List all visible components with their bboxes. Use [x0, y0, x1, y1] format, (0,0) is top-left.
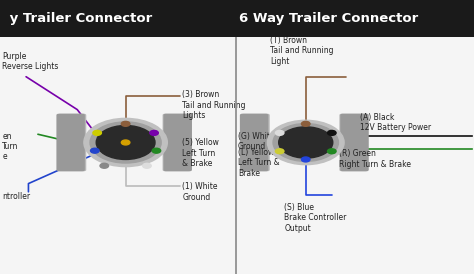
FancyBboxPatch shape	[340, 114, 369, 171]
Circle shape	[121, 140, 130, 145]
Text: 6 Way Trailer Connector: 6 Way Trailer Connector	[239, 12, 419, 25]
Circle shape	[328, 149, 336, 154]
FancyBboxPatch shape	[58, 114, 86, 171]
Text: Purple
Reverse Lights: Purple Reverse Lights	[2, 52, 59, 71]
Bar	[0, 37, 236, 274]
Text: ntroller: ntroller	[2, 192, 30, 201]
FancyBboxPatch shape	[339, 114, 368, 171]
Circle shape	[91, 148, 99, 153]
Circle shape	[273, 124, 338, 161]
Text: (L) Yellow
Left Turn &
Brake: (L) Yellow Left Turn & Brake	[238, 148, 280, 178]
Circle shape	[143, 163, 151, 168]
Bar	[0, 0, 474, 37]
Circle shape	[90, 122, 161, 163]
FancyBboxPatch shape	[56, 114, 85, 171]
Text: (3) Brown
Tail and Running
Lights: (3) Brown Tail and Running Lights	[182, 90, 246, 120]
Circle shape	[93, 130, 101, 135]
Circle shape	[301, 121, 310, 126]
Text: y Trailer Connector: y Trailer Connector	[5, 12, 152, 25]
Circle shape	[301, 157, 310, 162]
Text: en
Turn
e: en Turn e	[2, 132, 19, 161]
Circle shape	[279, 127, 333, 158]
Circle shape	[100, 163, 109, 168]
Circle shape	[84, 118, 167, 167]
Text: (S) Blue
Brake Controller
Output: (S) Blue Brake Controller Output	[284, 203, 347, 233]
FancyBboxPatch shape	[163, 114, 191, 171]
Circle shape	[267, 120, 344, 165]
Circle shape	[328, 130, 336, 135]
FancyBboxPatch shape	[240, 114, 268, 171]
Circle shape	[96, 125, 155, 159]
Circle shape	[150, 130, 158, 135]
Bar	[236, 37, 474, 274]
Circle shape	[152, 148, 161, 153]
Text: (T) Brown
Tail and Running
Light: (T) Brown Tail and Running Light	[270, 36, 334, 66]
Circle shape	[275, 130, 284, 135]
Circle shape	[275, 149, 284, 154]
FancyBboxPatch shape	[164, 114, 192, 171]
Text: (1) White
Ground: (1) White Ground	[182, 182, 218, 202]
Text: (G) White
Ground: (G) White Ground	[238, 132, 274, 151]
FancyBboxPatch shape	[241, 114, 270, 171]
Text: (A) Black
12V Battery Power: (A) Black 12V Battery Power	[360, 113, 431, 132]
Text: (5) Yellow
Left Turn
& Brake: (5) Yellow Left Turn & Brake	[182, 138, 219, 168]
Bar	[0, 37, 474, 274]
Text: (R) Green
Right Turn & Brake: (R) Green Right Turn & Brake	[339, 149, 411, 169]
Circle shape	[121, 121, 130, 126]
